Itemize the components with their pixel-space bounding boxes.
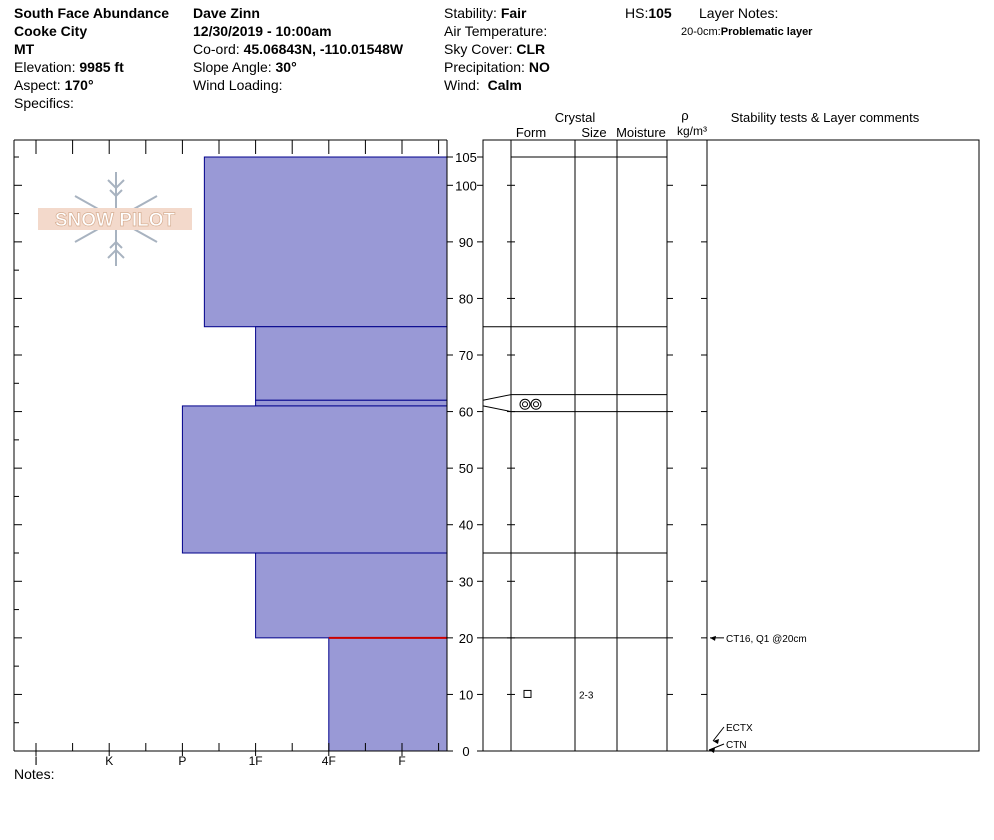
layer-note-text: Problematic layer [720, 26, 813, 38]
stability-test-arrow [709, 748, 715, 753]
stability-test-arrow [713, 739, 719, 744]
hs-info: HS:105 [625, 4, 672, 22]
logo-band [38, 208, 192, 230]
notes-label: Notes: [14, 766, 55, 782]
observer-name: Dave Zinn [193, 5, 260, 21]
depth-tick-label: 60 [459, 405, 473, 420]
column-header-moisture: Moisture [616, 125, 666, 140]
stability-test-label: ECTX [726, 723, 753, 734]
depth-tick-label: 90 [459, 235, 473, 250]
ring-inner [522, 401, 528, 408]
layer-boundary-connector [482, 394, 512, 401]
layer-note-range: 20-0cm: [681, 26, 721, 38]
precip-label: Precipitation: [444, 59, 525, 75]
slope-label: Slope Angle: [193, 59, 272, 75]
ring-inner [533, 401, 539, 408]
stability-value: Fair [500, 5, 527, 21]
stability-label: Stability: [444, 5, 497, 21]
wind-label: Wind: [444, 77, 480, 93]
depth-tick-label: 10 [459, 687, 473, 702]
hardness-tick-label: I [34, 754, 37, 768]
conditions-info: Stability: Fair Air Temperature: Sky Cov… [444, 4, 550, 94]
specifics-label: Specifics: [14, 95, 74, 111]
location-name: South Face Abundance [14, 5, 170, 21]
stability-test-label: CT16, Q1 @20cm [726, 634, 807, 645]
hs-label: HS: [625, 5, 649, 21]
surface-hoar-icon [519, 398, 542, 410]
depth-tick-label: 105 [455, 150, 477, 165]
hardness-layer-bar [255, 399, 448, 407]
column-header-size: Size [581, 125, 606, 140]
ring-outer [530, 398, 542, 410]
depth-tick-label: 50 [459, 461, 473, 476]
depth-tick-label: 70 [459, 348, 473, 363]
aspect-value: 170° [64, 77, 94, 93]
layer-table-frame [482, 139, 980, 752]
snowpilot-logo: SNOW PILOT [38, 172, 192, 266]
depth-tick-label: 100 [455, 178, 477, 193]
column-header-crystal: Crystal [555, 110, 596, 125]
depth-tick-label: 20 [459, 631, 473, 646]
hardness-tick-label: K [105, 754, 113, 768]
depth-tick-label: 30 [459, 574, 473, 589]
coord-label: Co-ord: [193, 41, 240, 57]
aspect-label: Aspect: [14, 77, 61, 93]
column-header-density: kg/m³ [677, 124, 707, 138]
air-temp-label: Air Temperature: [444, 23, 548, 39]
layer-boundary-connector [482, 405, 512, 413]
depth-tick-label: 0 [462, 744, 469, 759]
stability-test-leader [712, 726, 725, 742]
stability-test-arrow [710, 635, 716, 641]
elevation-value: 9985 ft [79, 59, 124, 75]
slope-value: 30° [275, 59, 297, 75]
obs-datetime: 12/30/2019 - 10:00am [193, 23, 332, 39]
hardness-layer-bar [203, 156, 448, 328]
hardness-layer-bar [328, 637, 448, 752]
elevation-label: Elevation: [14, 59, 76, 75]
column-header-rho: ρ [681, 108, 688, 123]
hardness-tick-label: P [178, 754, 186, 768]
depth-tick-label: 40 [459, 518, 473, 533]
layer-note: 20-0cm:Problematic layer [681, 23, 812, 41]
column-header-form: Form [516, 125, 546, 140]
depth-tick-label: 80 [459, 291, 473, 306]
crystal-size-label: 2-3 [579, 690, 594, 701]
coord-value: 45.06843N, -110.01548W [243, 41, 404, 57]
hs-value: 105 [648, 5, 672, 21]
hardness-tick-label: F [398, 754, 405, 768]
layer-notes-label: Layer Notes: [699, 5, 779, 21]
wind-value: Calm [487, 77, 522, 93]
hardness-tick-label: 1F [249, 754, 263, 768]
hardness-layer-bar [181, 405, 448, 554]
logo-text: SNOW PILOT [55, 210, 176, 231]
hardness-layer-bar [255, 326, 448, 401]
hardness-layer-bar [255, 552, 448, 639]
precip-value: NO [528, 59, 550, 75]
state-name: MT [14, 41, 35, 57]
area-name: Cooke City [14, 23, 88, 39]
wind-loading-label: Wind Loading: [193, 77, 283, 93]
location-info: South Face Abundance Cooke City MT Eleva… [14, 4, 169, 112]
ring-outer [519, 398, 531, 410]
sky-value: CLR [516, 41, 546, 57]
hardness-tick-label: 4F [322, 754, 336, 768]
sky-label: Sky Cover: [444, 41, 513, 57]
column-header-stability: Stability tests & Layer comments [731, 110, 920, 125]
stability-test-leader [708, 743, 725, 751]
observer-info: Dave Zinn 12/30/2019 - 10:00am Co-ord: 4… [193, 4, 403, 94]
stability-test-label: CTN [726, 740, 747, 751]
faceted-crystal-icon [523, 689, 532, 698]
